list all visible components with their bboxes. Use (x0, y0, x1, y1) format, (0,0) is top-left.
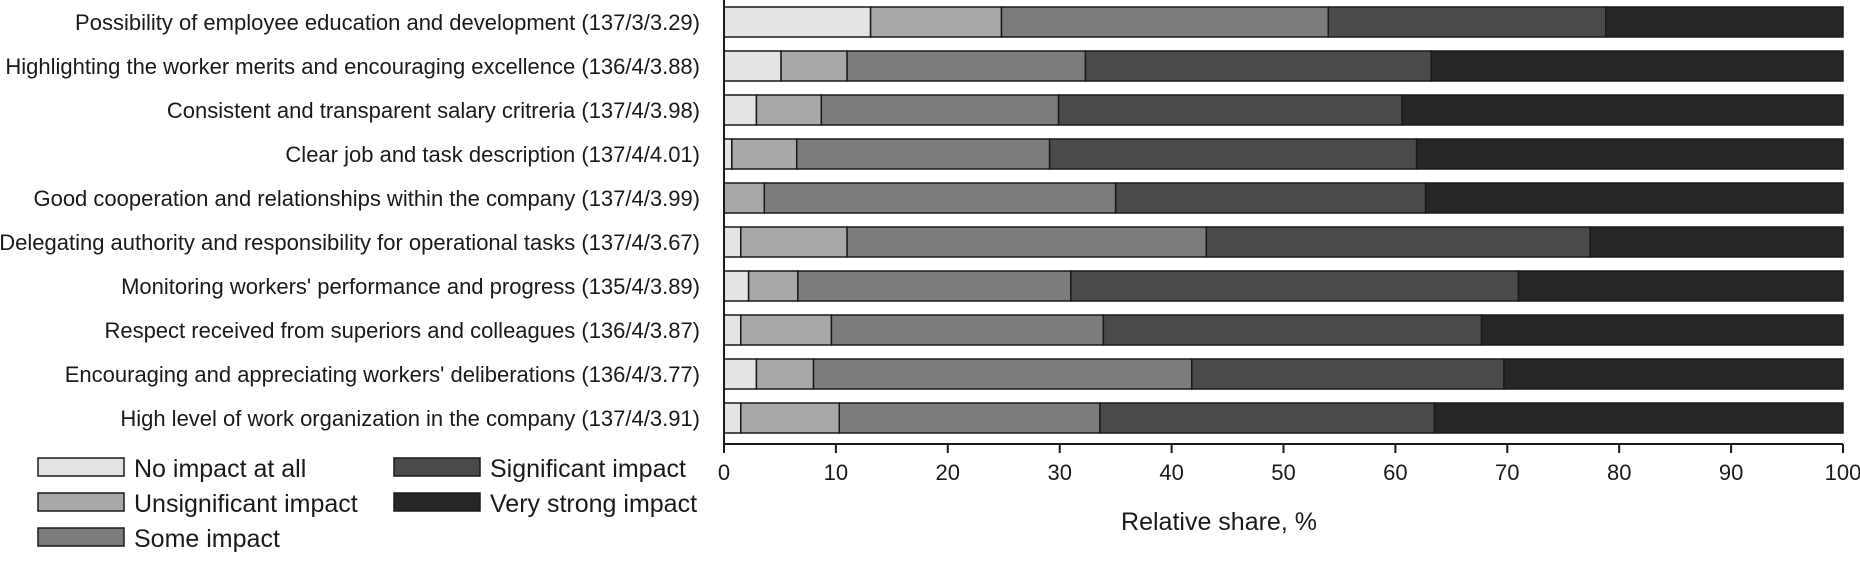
legend-swatch (37, 492, 125, 512)
bar-segment (1517, 270, 1844, 302)
category-label: Clear job and task description (137/4/4.… (285, 142, 700, 167)
x-tick-label: 0 (718, 460, 730, 485)
bar-segment (723, 270, 750, 302)
bar-segment (846, 226, 1208, 258)
bar-segment (723, 94, 758, 126)
x-tick-label: 40 (1159, 460, 1183, 485)
category-label: Encouraging and appreciating workers' de… (65, 362, 700, 387)
bar-segment (1503, 358, 1844, 390)
bar-segment (740, 226, 848, 258)
legend-label: Unsignificant impact (134, 490, 358, 518)
bar-segment (812, 358, 1193, 390)
x-tick-label: 30 (1047, 460, 1071, 485)
x-ticks: 0 10 20 30 40 50 60 70 80 90 100 (718, 444, 1860, 485)
bar-segment (1401, 94, 1844, 126)
bar-segment (1327, 6, 1607, 38)
category-label: Good cooperation and relationships withi… (33, 186, 700, 211)
x-tick-label: 60 (1383, 460, 1407, 485)
legend-label: Very strong impact (490, 490, 697, 518)
bar-segment (723, 226, 742, 258)
legend-label: No impact at all (134, 455, 306, 483)
bar-segment (1190, 358, 1505, 390)
category-label: Respect received from superiors and coll… (104, 318, 700, 343)
bar-segment (869, 6, 1003, 38)
bar-segment (1084, 50, 1432, 82)
bar-segment (1000, 6, 1330, 38)
bar-segment (830, 314, 1105, 346)
bar-segment (731, 138, 798, 170)
category-label: Monitoring workers' performance and prog… (121, 274, 700, 299)
bar-segment (820, 94, 1060, 126)
legend-label: Significant impact (490, 455, 686, 483)
category-label: Delegating authority and responsibility … (0, 230, 700, 255)
x-tick-label: 90 (1719, 460, 1743, 485)
bar-segment (1415, 138, 1844, 170)
category-labels: Possibility of employee education and de… (0, 10, 700, 431)
bar-segment (763, 182, 1117, 214)
bar-segment (755, 358, 815, 390)
bar-segment (1433, 402, 1844, 434)
x-tick-label: 80 (1607, 460, 1631, 485)
x-tick-label: 50 (1271, 460, 1295, 485)
legend-swatch (37, 527, 125, 547)
x-tick-label: 10 (824, 460, 848, 485)
legend: No impact at all Unsignificant impact Some… (37, 455, 697, 553)
bar-segment (723, 6, 872, 38)
category-label: Possibility of employee education and de… (75, 10, 700, 35)
bar-segment (1205, 226, 1591, 258)
legend-swatch (37, 457, 125, 477)
bar-segment (1102, 314, 1483, 346)
bar-segment (780, 50, 848, 82)
x-axis-title: Relative share, % (1121, 508, 1317, 536)
bar-segment (1589, 226, 1844, 258)
bar-segment (1099, 402, 1436, 434)
bar-segment (838, 402, 1101, 434)
bar-segment (1070, 270, 1520, 302)
bar-segment (723, 138, 733, 170)
legend-swatch (393, 457, 481, 477)
bar-segment (755, 94, 823, 126)
bar-segment (846, 50, 1087, 82)
bar-segment (1424, 182, 1844, 214)
bar-segment (1114, 182, 1427, 214)
category-label: Consistent and transparent salary critre… (167, 98, 700, 123)
bar-segment (723, 314, 742, 346)
bar-segment (797, 270, 1072, 302)
category-label: Highlighting the worker merits and encou… (5, 54, 700, 79)
x-tick-label: 70 (1495, 460, 1519, 485)
bar-segment (1057, 94, 1403, 126)
bar-segment (1048, 138, 1418, 170)
bar-segment (723, 358, 758, 390)
legend-label: Some impact (134, 525, 280, 553)
bar-segment (747, 270, 799, 302)
bar-segment (740, 402, 841, 434)
x-tick-label: 100 (1825, 460, 1860, 485)
bar-segment (1480, 314, 1844, 346)
x-tick-label: 20 (936, 460, 960, 485)
legend-swatch (393, 492, 481, 512)
bar-segment (740, 314, 833, 346)
bars-layer (723, 6, 1844, 434)
category-label: High level of work organization in the c… (120, 406, 700, 431)
bar-segment (723, 182, 766, 214)
bar-segment (1430, 50, 1844, 82)
bar-segment (723, 50, 782, 82)
bar-segment (795, 138, 1051, 170)
bar-segment (723, 402, 742, 434)
bar-segment (1605, 6, 1844, 38)
